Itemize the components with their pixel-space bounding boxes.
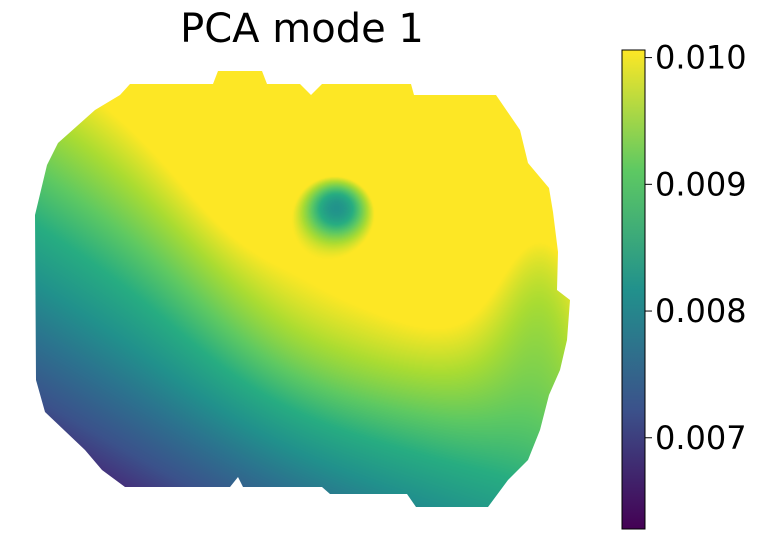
colorbar-ticks: 0.007 0.008 0.009 0.010	[645, 39, 747, 457]
chart-title: PCA mode 1	[180, 6, 424, 52]
heatmap-field	[35, 71, 570, 507]
colorbar: 0.007 0.008 0.009 0.010	[621, 39, 747, 530]
colorbar-gradient	[621, 49, 646, 530]
colorbar-tick-label: 0.009	[655, 165, 747, 203]
colorbar-tick-label: 0.008	[655, 292, 747, 330]
colorbar-tick-label: 0.007	[655, 419, 747, 457]
colorbar-tick-label: 0.010	[655, 39, 747, 77]
heatmap-image	[35, 71, 570, 507]
